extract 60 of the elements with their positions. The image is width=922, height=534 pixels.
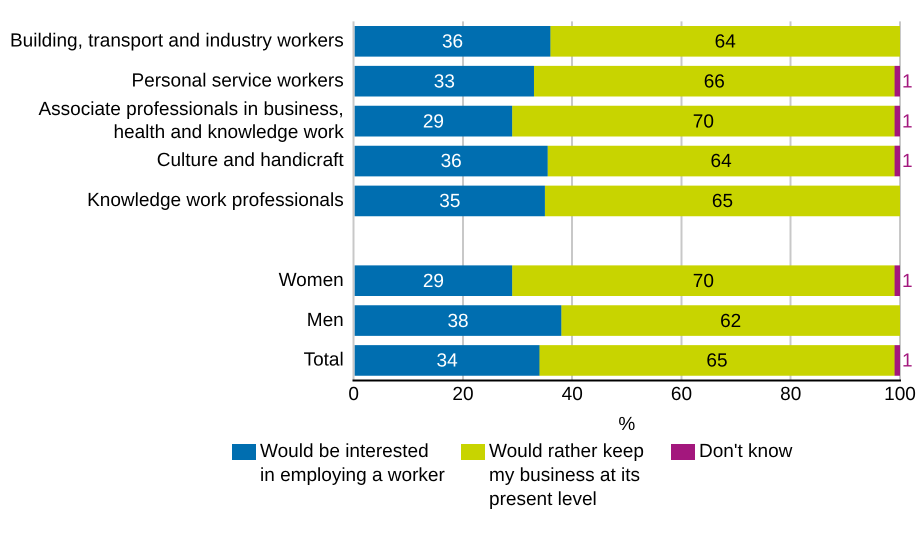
bar <box>548 146 895 176</box>
bar <box>354 66 534 97</box>
bar <box>354 305 562 336</box>
data-label: 33 <box>434 71 455 92</box>
y-tick-label: Men <box>306 310 344 331</box>
bar <box>894 106 900 136</box>
data-label: 35 <box>439 191 460 212</box>
bar <box>354 146 548 176</box>
x-tick-label: 40 <box>562 384 583 406</box>
data-label: 65 <box>706 350 728 372</box>
data-label: 1 <box>902 151 913 172</box>
bar <box>894 66 900 97</box>
legend-label: Don't know <box>699 440 794 464</box>
data-label: 36 <box>442 32 464 53</box>
data-label: 66 <box>704 71 725 92</box>
data-label: 34 <box>436 350 458 372</box>
legend-label: Would rather keep my business at its present level <box>489 440 645 512</box>
x-tick-label: 0 <box>348 384 360 406</box>
bar <box>512 265 895 296</box>
bar <box>354 265 512 296</box>
bar <box>544 186 900 216</box>
y-tick-label: Knowledge work professionals <box>87 190 344 212</box>
data-label: 38 <box>447 310 469 332</box>
bar <box>894 265 900 296</box>
data-label: 1 <box>902 270 913 292</box>
bar <box>354 345 540 376</box>
y-tick-label: Women <box>278 270 344 291</box>
x-tick-label: 60 <box>670 384 692 406</box>
y-tick-label: Culture and handicraft <box>156 150 344 172</box>
x-tick-label: 20 <box>452 384 474 406</box>
bar <box>354 186 545 216</box>
data-label: 36 <box>440 151 462 172</box>
bar <box>512 106 895 136</box>
bar <box>561 305 900 336</box>
x-axis-title: % <box>618 414 636 435</box>
bar <box>539 345 895 376</box>
y-tick-label: Total <box>304 350 344 371</box>
data-label: 64 <box>714 32 736 53</box>
y-tick-label: Building, transport and industry workers <box>10 30 344 52</box>
y-tick-label: Personal service workers <box>131 70 344 92</box>
x-tick-label: 80 <box>780 384 802 406</box>
bar <box>894 146 900 176</box>
y-tick-label: Associate professionals in business, health and knowledge work <box>38 98 344 143</box>
data-label: 1 <box>902 111 913 132</box>
data-label: 29 <box>422 270 444 292</box>
x-tick-label: 100 <box>884 384 916 406</box>
data-label: 1 <box>902 350 913 372</box>
data-label: 70 <box>692 270 714 292</box>
data-label: 62 <box>720 310 742 332</box>
data-label: 29 <box>422 111 444 132</box>
bar <box>354 26 550 57</box>
bar <box>894 345 900 376</box>
legend-label: Would be interested in employing a worker <box>260 440 446 488</box>
bar <box>354 106 512 136</box>
data-label: 65 <box>712 191 734 212</box>
bar <box>550 26 900 57</box>
data-label: 70 <box>692 111 714 132</box>
data-label: 1 <box>902 71 913 92</box>
data-label: 64 <box>710 151 732 172</box>
bar <box>534 66 895 97</box>
